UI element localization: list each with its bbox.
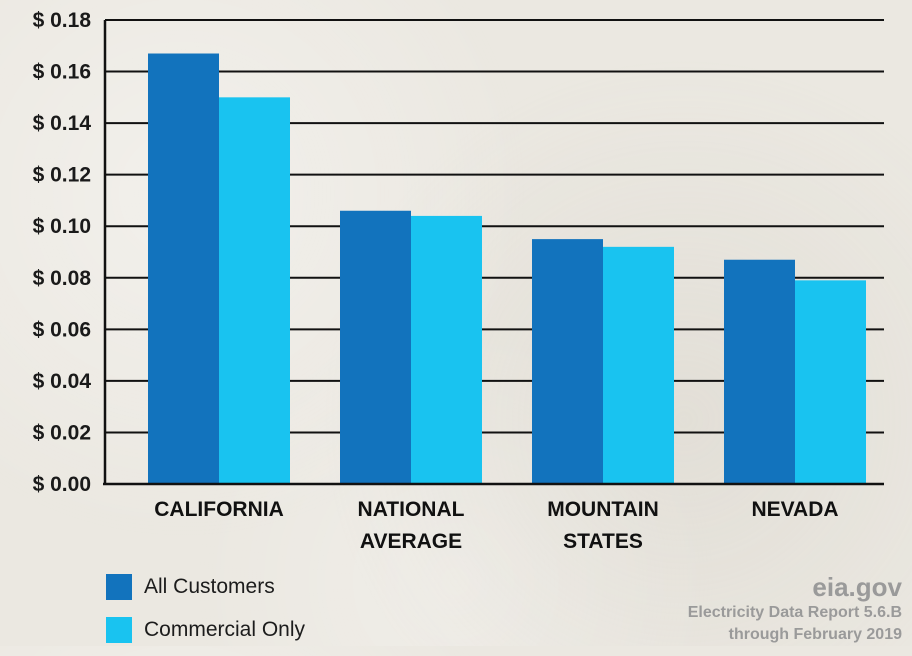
legend-item-commercial-only: Commercial Only [106, 613, 305, 647]
y-tick-label: $ 0.18 [33, 9, 92, 32]
bar [219, 97, 290, 484]
bar [795, 280, 866, 484]
x-tick-label: NEVADA [751, 498, 838, 521]
bar [148, 53, 219, 485]
y-tick-label: $ 0.10 [33, 215, 91, 238]
legend-swatch-all-customers [106, 574, 132, 600]
y-tick-label: $ 0.12 [33, 164, 91, 187]
source-period: through February 2019 [728, 626, 902, 643]
bar [603, 246, 674, 484]
source-credit: eia.gov Electricity Data Report 5.6.B th… [688, 572, 902, 646]
legend-label-commercial-only: Commercial Only [144, 618, 306, 641]
source-site: eia.gov [812, 572, 902, 602]
legend-label-all-customers: All Customers [144, 575, 275, 598]
y-tick-label: $ 0.06 [33, 318, 91, 341]
x-tick-label: AVERAGE [360, 530, 462, 553]
y-tick-label: $ 0.02 [33, 421, 91, 444]
legend-item-all-customers: All Customers [106, 570, 305, 604]
bar [532, 239, 603, 484]
bar [724, 259, 795, 484]
y-tick-label: $ 0.00 [33, 473, 91, 496]
bar [340, 210, 411, 484]
y-tick-label: $ 0.16 [33, 61, 91, 84]
y-tick-label: $ 0.14 [33, 112, 92, 135]
x-tick-label: NATIONAL [358, 498, 465, 521]
y-tick-label: $ 0.08 [33, 267, 92, 290]
bar [411, 215, 482, 484]
x-tick-label: CALIFORNIA [154, 498, 284, 521]
x-tick-label: STATES [563, 530, 643, 553]
source-report: Electricity Data Report 5.6.B [687, 604, 902, 621]
y-tick-label: $ 0.04 [33, 370, 92, 393]
legend-swatch-commercial-only [106, 617, 132, 643]
x-tick-label: MOUNTAIN [547, 498, 659, 521]
legend: All Customers Commercial Only [106, 570, 305, 656]
